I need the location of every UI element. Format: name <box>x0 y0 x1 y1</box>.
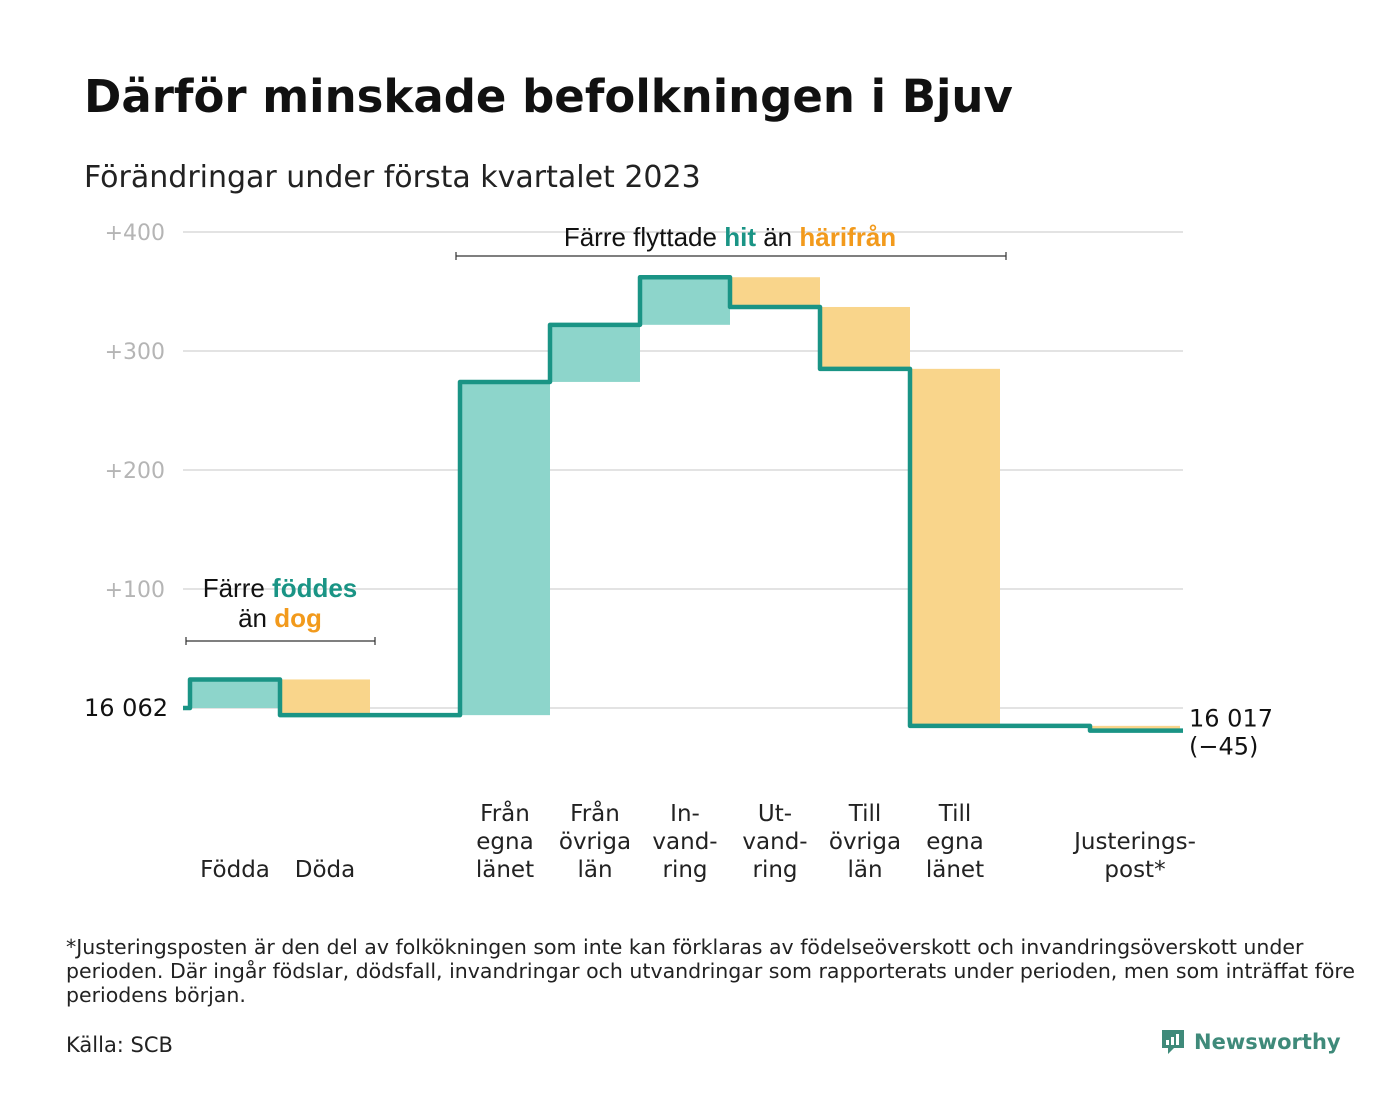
births-annotation-line2: än dog <box>238 603 322 633</box>
brand-name: Newsworthy <box>1194 1030 1341 1054</box>
category-label: län <box>847 857 882 883</box>
waterfall-bar <box>640 277 730 325</box>
category-label: vand- <box>652 829 717 855</box>
category-label: vand- <box>742 829 807 855</box>
waterfall-bar <box>1090 725 1180 731</box>
category-label: Från <box>570 799 620 827</box>
category-label: län <box>577 857 612 883</box>
y-tick-label: +300 <box>105 340 165 365</box>
waterfall-bar <box>550 324 640 382</box>
waterfall-bar <box>820 306 910 369</box>
start-value-label: 16 062 <box>84 694 168 722</box>
y-tick-label: +200 <box>105 459 165 484</box>
y-tick-label: +400 <box>105 221 165 246</box>
category-label: Till <box>938 801 972 827</box>
waterfall-bar <box>190 679 280 708</box>
category-label: Döda <box>295 857 355 883</box>
births-annotation-line1: Färre föddes <box>203 573 358 603</box>
migration-annotation: Färre flyttade hit än härifrån <box>564 222 896 252</box>
source-label: Källa: SCB <box>66 1033 173 1057</box>
waterfall-bar <box>910 368 1000 726</box>
end-value-label: 16 017 <box>1189 705 1273 733</box>
newsworthy-logo-icon <box>1162 1030 1184 1054</box>
footnote: *Justeringsposten är den del av folkökni… <box>66 935 1355 1007</box>
chart-subtitle: Förändringar under första kvartalet 2023 <box>84 160 701 195</box>
chart-title: Därför minskade befolkningen i Bjuv <box>84 70 1013 123</box>
waterfall-bar <box>730 277 820 307</box>
category-label: övriga <box>559 829 631 855</box>
category-label: Från <box>480 799 530 827</box>
end-change-label: (−45) <box>1189 733 1258 761</box>
category-label: egna <box>476 829 533 855</box>
category-label: Ut- <box>758 801 792 827</box>
waterfall-bar <box>460 381 550 716</box>
category-label: övriga <box>829 829 901 855</box>
category-label: Födda <box>200 857 270 883</box>
category-label: ring <box>752 857 797 883</box>
cumulative-step-line <box>183 274 1183 733</box>
category-label: ring <box>662 857 707 883</box>
category-label: länet <box>926 857 984 883</box>
category-label: post* <box>1104 857 1165 883</box>
category-label: Till <box>848 801 882 827</box>
brand-logo: Newsworthy <box>1160 1028 1341 1056</box>
category-label: länet <box>476 857 534 883</box>
waterfall-chart: +400+300+200+100 Födda DödaFrånegnalänetF… <box>84 221 1273 883</box>
waterfall-bar <box>280 679 370 716</box>
category-label: In- <box>670 801 700 827</box>
category-label: Justerings- <box>1072 829 1196 855</box>
y-tick-label: +100 <box>105 578 165 603</box>
category-label: egna <box>926 829 983 855</box>
